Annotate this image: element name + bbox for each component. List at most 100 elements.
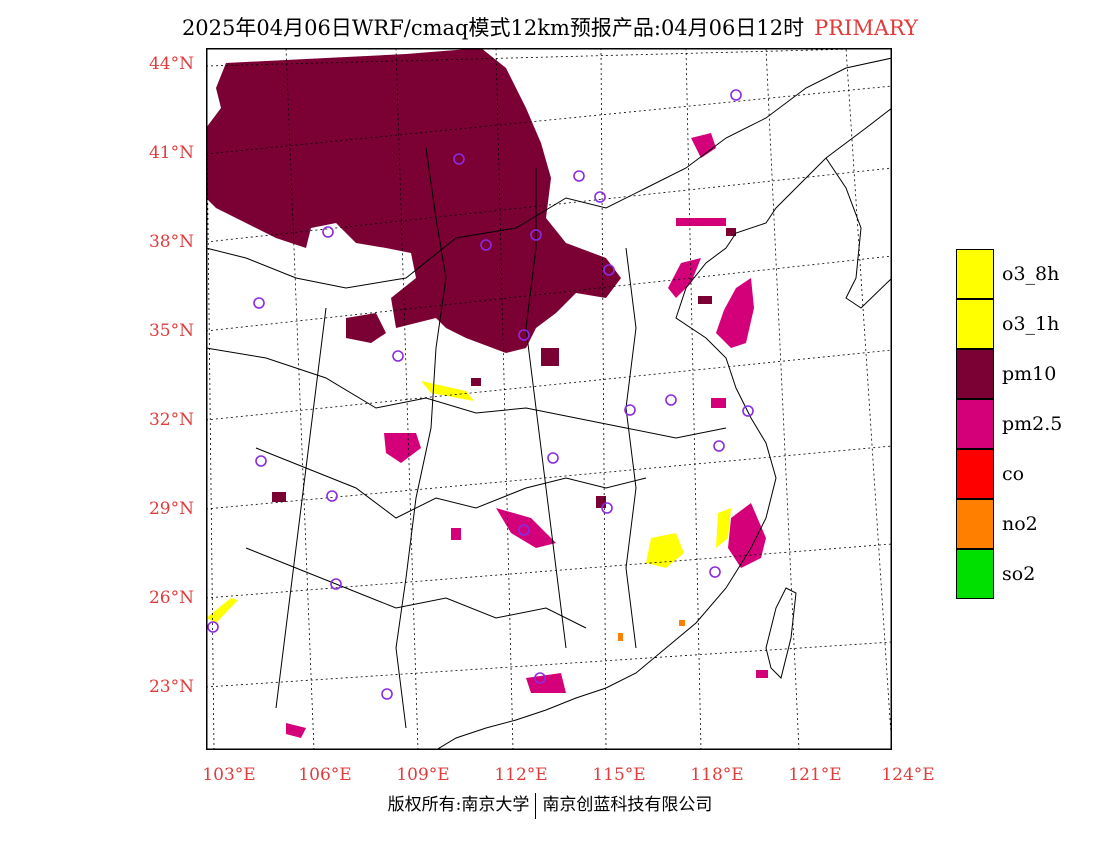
footer-divider xyxy=(535,792,537,819)
station-marker[interactable] xyxy=(530,229,542,241)
lat-label-38: 38°N xyxy=(148,232,194,252)
legend-item-o3-1h: o3_1h xyxy=(956,299,1100,349)
legend-label: co xyxy=(1002,463,1025,485)
legend-item-o3-8h: o3_8h xyxy=(956,249,1100,299)
station-markers xyxy=(207,89,754,700)
lon-label-121: 121°E xyxy=(788,765,842,785)
station-marker[interactable] xyxy=(253,297,265,309)
station-marker[interactable] xyxy=(480,239,492,251)
boundaries xyxy=(206,57,892,750)
station-marker[interactable] xyxy=(573,170,585,182)
no2-patch-1 xyxy=(618,633,623,641)
station-marker[interactable] xyxy=(518,524,530,536)
station-marker[interactable] xyxy=(534,672,546,684)
lon-label-106: 106°E xyxy=(298,765,352,785)
legend-label: so2 xyxy=(1002,563,1036,585)
pm25-patch-2 xyxy=(711,398,726,408)
o3-jiangxi xyxy=(646,533,684,568)
station-marker[interactable] xyxy=(392,350,404,362)
station-marker[interactable] xyxy=(601,502,613,514)
lat-label-26: 26°N xyxy=(148,588,194,608)
legend-swatch xyxy=(956,549,994,599)
station-marker[interactable] xyxy=(594,191,606,203)
station-marker[interactable] xyxy=(453,153,465,165)
pm25-shandong-east xyxy=(716,278,754,348)
copyright-company: 南京创蓝科技有限公司 xyxy=(542,795,713,815)
meridian-109 xyxy=(395,48,419,750)
o3-fujian-north xyxy=(716,508,731,548)
pm25-hunan xyxy=(496,508,556,548)
lon-label-115: 115°E xyxy=(592,765,646,785)
pm25-guangdong-coast xyxy=(526,673,566,693)
legend-label: no2 xyxy=(1002,513,1038,535)
legend-swatch xyxy=(956,349,994,399)
province-line-1 xyxy=(206,347,727,439)
lon-label-118: 118°E xyxy=(690,765,744,785)
station-marker[interactable] xyxy=(624,404,636,416)
lat-label-23: 23°N xyxy=(148,677,194,697)
primary-badge: PRIMARY xyxy=(814,16,919,40)
province-line-5 xyxy=(525,168,567,649)
legend-swatch xyxy=(956,299,994,349)
pm25-patch-1 xyxy=(676,218,726,226)
forecast-map[interactable] xyxy=(206,48,892,750)
pm25-hubei xyxy=(384,433,421,463)
station-marker[interactable] xyxy=(381,688,393,700)
legend-item-co: co xyxy=(956,449,1100,499)
o3-yunnan xyxy=(206,598,238,623)
province-line-2 xyxy=(255,447,647,519)
legend-label: o3_1h xyxy=(1002,313,1060,335)
pm10-patch-5 xyxy=(726,228,736,236)
lat-label-44: 44°N xyxy=(148,54,194,74)
station-marker[interactable] xyxy=(518,329,530,341)
station-marker[interactable] xyxy=(326,490,338,502)
legend-swatch xyxy=(956,399,994,449)
korea-outline xyxy=(825,157,892,309)
lon-label-109: 109°E xyxy=(396,765,450,785)
map-title: 2025年04月06日WRF/cmaq模式12km预报产品:04月06日12时 P… xyxy=(0,12,1100,42)
station-marker[interactable] xyxy=(255,455,267,467)
pm25-patch-3 xyxy=(451,528,461,540)
province-line-4 xyxy=(395,147,447,729)
lat-label-32: 32°N xyxy=(148,410,194,430)
o3-henan xyxy=(421,381,474,401)
station-marker[interactable] xyxy=(547,452,559,464)
pm10-patch-3 xyxy=(698,296,712,304)
station-marker[interactable] xyxy=(709,566,721,578)
station-marker[interactable] xyxy=(207,621,219,633)
province-line-7 xyxy=(625,247,637,649)
meridian-106 xyxy=(285,48,315,750)
map-panel[interactable] xyxy=(206,48,892,750)
legend-swatch xyxy=(956,449,994,499)
legend-item-pm25: pm2.5 xyxy=(956,399,1100,449)
station-marker[interactable] xyxy=(330,578,342,590)
pm10-patch-6 xyxy=(596,496,606,508)
legend-label: pm2.5 xyxy=(1002,413,1063,435)
meridian-124 xyxy=(845,48,892,750)
station-marker[interactable] xyxy=(713,440,725,452)
station-marker[interactable] xyxy=(730,89,742,101)
pm10-patch-1 xyxy=(471,378,481,386)
taiwan-outline xyxy=(765,587,797,679)
station-marker[interactable] xyxy=(742,405,754,417)
lat-label-29: 29°N xyxy=(148,499,194,519)
pm25-fujian xyxy=(728,503,766,568)
meridian-115 xyxy=(600,48,607,750)
station-marker[interactable] xyxy=(665,394,677,406)
station-marker[interactable] xyxy=(603,264,615,276)
legend-swatch xyxy=(956,499,994,549)
graticule xyxy=(206,48,892,750)
legend-swatch xyxy=(956,249,994,299)
province-line-6 xyxy=(275,307,327,709)
station-marker[interactable] xyxy=(322,226,334,238)
lat-label-41: 41°N xyxy=(148,143,194,163)
o3-field xyxy=(206,381,731,623)
pm10-patch-4 xyxy=(272,492,286,502)
lon-label-112: 112°E xyxy=(494,765,548,785)
meridian-118 xyxy=(685,48,702,750)
pm10-north-region xyxy=(206,48,621,353)
pm10-patch-2 xyxy=(541,348,559,366)
lat-label-35: 35°N xyxy=(148,321,194,341)
pm25-guangxi-south xyxy=(286,723,306,738)
title-text: 2025年04月06日WRF/cmaq模式12km预报产品:04月06日12时 xyxy=(181,16,805,40)
